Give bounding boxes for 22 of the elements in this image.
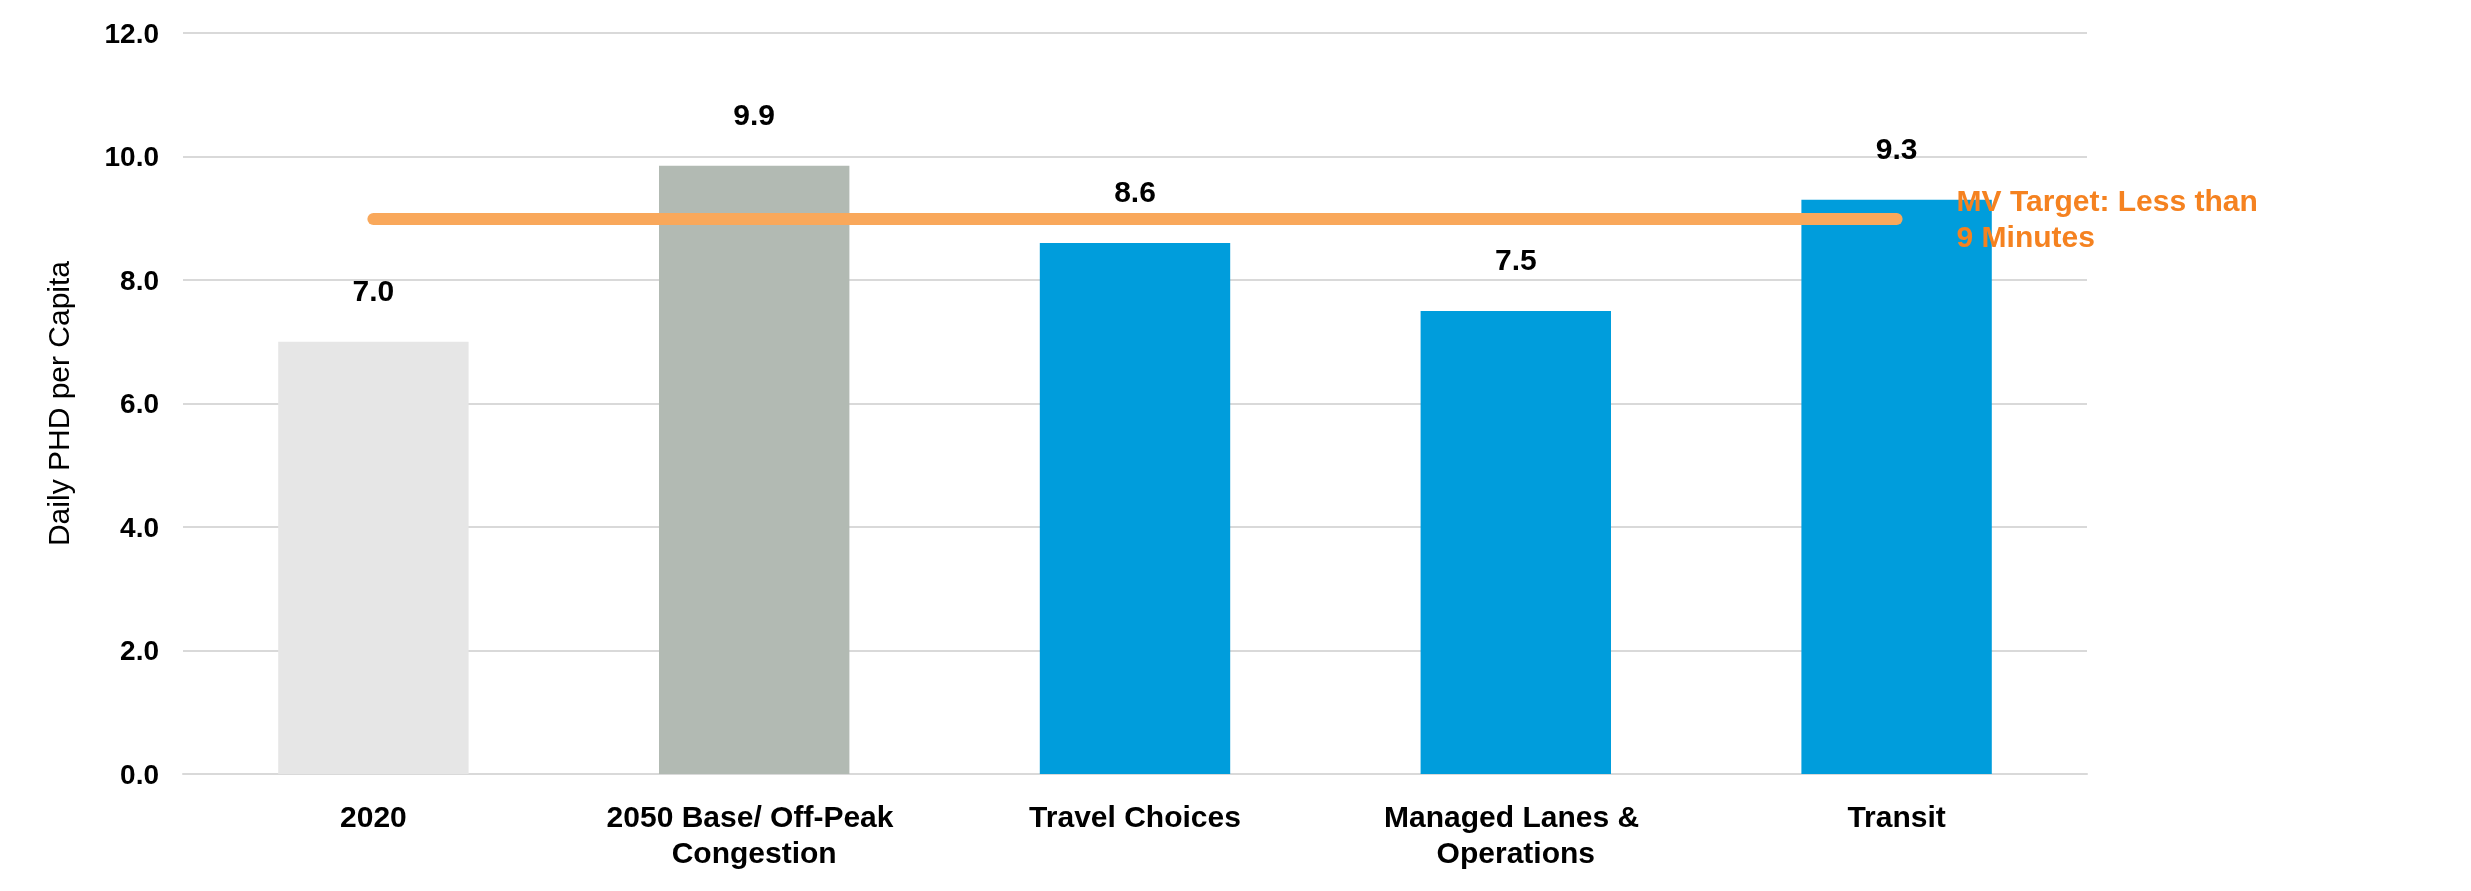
data-label: 8.6	[1114, 175, 1156, 209]
y-tick-label: 2.0	[120, 635, 159, 666]
x-tick-label: Transit	[1847, 799, 1946, 833]
data-label: 9.3	[1875, 132, 1918, 166]
x-tick-label: Travel Choices	[1029, 799, 1241, 833]
y-tick-label: 10.0	[104, 141, 159, 172]
bar	[278, 341, 469, 774]
x-tick-label: 2020	[340, 799, 407, 833]
y-tick-label: 6.0	[120, 388, 159, 419]
y-tick-label: 12.0	[104, 17, 159, 49]
bar	[659, 165, 850, 774]
y-axis-title: Daily PHD per Capita	[41, 260, 75, 547]
bar	[1420, 310, 1611, 774]
bar	[1039, 242, 1231, 774]
data-label: 7.0	[352, 274, 395, 308]
data-label: 9.9	[733, 98, 776, 132]
x-tick-label: Managed Lanes & Operations	[1384, 799, 1648, 869]
y-tick-label: 4.0	[120, 511, 159, 543]
y-tick-label: 0.0	[120, 758, 159, 790]
data-label: 7.5	[1494, 243, 1537, 277]
y-tick-label: 8.0	[120, 264, 159, 296]
x-tick-label: 2050 Base/ Off-Peak Congestion	[606, 799, 902, 869]
